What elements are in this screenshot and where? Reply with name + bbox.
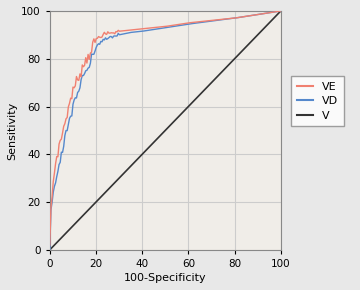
VE bbox=[109, 31, 113, 35]
VD bbox=[109, 35, 113, 38]
Y-axis label: Sensitivity: Sensitivity bbox=[7, 101, 17, 160]
VD bbox=[62, 145, 66, 148]
Legend: VE, VD, V: VE, VD, V bbox=[291, 76, 344, 126]
VE bbox=[48, 243, 52, 247]
VD bbox=[259, 12, 263, 16]
Line: VE: VE bbox=[50, 11, 281, 245]
VD bbox=[48, 248, 52, 252]
X-axis label: 100-Specificity: 100-Specificity bbox=[124, 273, 207, 283]
VE bbox=[57, 142, 61, 146]
VE bbox=[259, 12, 263, 16]
VD bbox=[267, 11, 271, 14]
VE bbox=[267, 11, 271, 14]
VD bbox=[57, 163, 61, 166]
VE bbox=[279, 9, 283, 13]
VD bbox=[91, 53, 95, 56]
Line: VD: VD bbox=[50, 11, 281, 250]
VE bbox=[91, 40, 95, 44]
VD bbox=[279, 9, 283, 13]
VE bbox=[62, 124, 66, 128]
